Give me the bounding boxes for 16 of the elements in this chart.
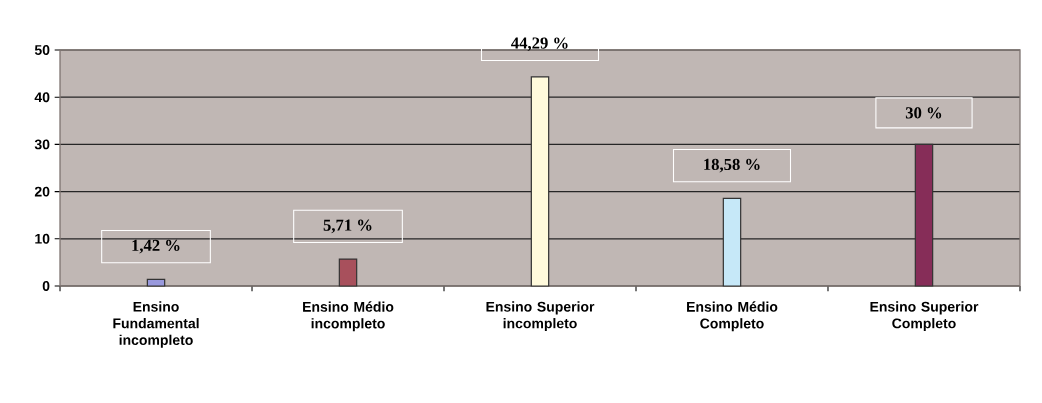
x-tick-label: Ensino Superior Completo: [870, 301, 979, 332]
data-label: 18,58 %: [704, 158, 760, 173]
y-tick-label: 0: [42, 281, 50, 291]
x-tick-label: Ensino Superior incompleto: [486, 301, 595, 332]
y-tick-label: 50: [34, 45, 50, 55]
y-tick-label: 20: [34, 186, 50, 197]
y-tick-label: 40: [34, 92, 50, 103]
data-label: 5,71 %: [323, 219, 372, 234]
data-label: 1,42 %: [132, 239, 180, 254]
x-tick-label: Ensino Médio Completo: [687, 301, 778, 332]
y-tick-label: 30: [34, 139, 50, 150]
x-tick-label: Ensino Médio incompleto: [303, 301, 394, 332]
data-label: 30 %: [905, 107, 942, 119]
data-label: 44,29 %: [511, 37, 568, 52]
x-tick-label: Ensino Fundamental incompleto: [113, 301, 199, 348]
y-tick-label: 10: [35, 233, 50, 244]
